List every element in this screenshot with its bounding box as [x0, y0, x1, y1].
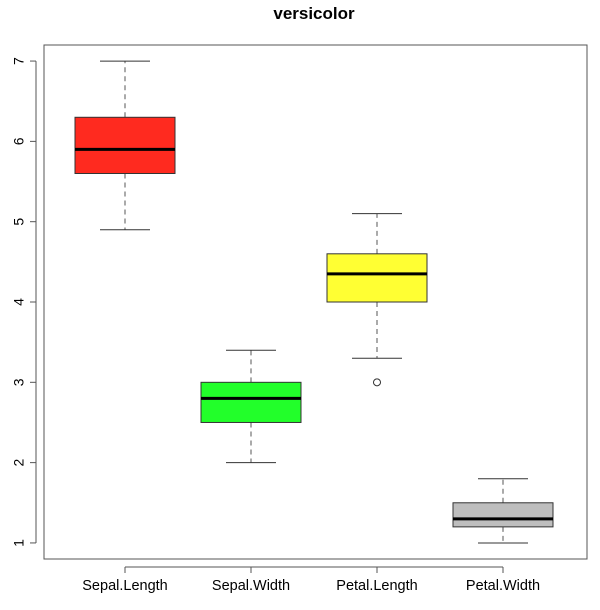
chart-title: versicolor [273, 4, 355, 23]
iqr-box [200, 381, 302, 423]
x-axis: Sepal.Length Sepal.Width Petal.Length Petal… [82, 566, 540, 594]
iqr-box [326, 253, 428, 303]
y-tick-label: 4 [11, 298, 27, 306]
y-tick-label: 2 [11, 459, 27, 467]
y-axis: 1 2 3 4 5 6 7 [11, 57, 37, 547]
y-tick-label: 3 [11, 378, 27, 386]
x-tick-label: Sepal.Width [212, 578, 290, 594]
x-tick-label: Petal.Length [336, 578, 417, 594]
box-petal-width [452, 478, 554, 544]
box-petal-length [326, 213, 428, 387]
x-tick-label: Petal.Width [466, 578, 540, 594]
plot-area-frame [43, 44, 588, 560]
y-tick-label: 6 [11, 137, 27, 145]
boxes-layer [74, 60, 554, 544]
y-tick-label: 5 [11, 218, 27, 226]
box-sepal-width [200, 349, 302, 464]
iqr-box [74, 116, 176, 174]
x-tick-label: Sepal.Length [82, 578, 167, 594]
box-sepal-length [74, 60, 176, 231]
y-tick-label: 7 [11, 57, 27, 65]
y-tick-label: 1 [11, 539, 27, 547]
outlier-point [373, 378, 381, 387]
iqr-box [452, 502, 554, 528]
